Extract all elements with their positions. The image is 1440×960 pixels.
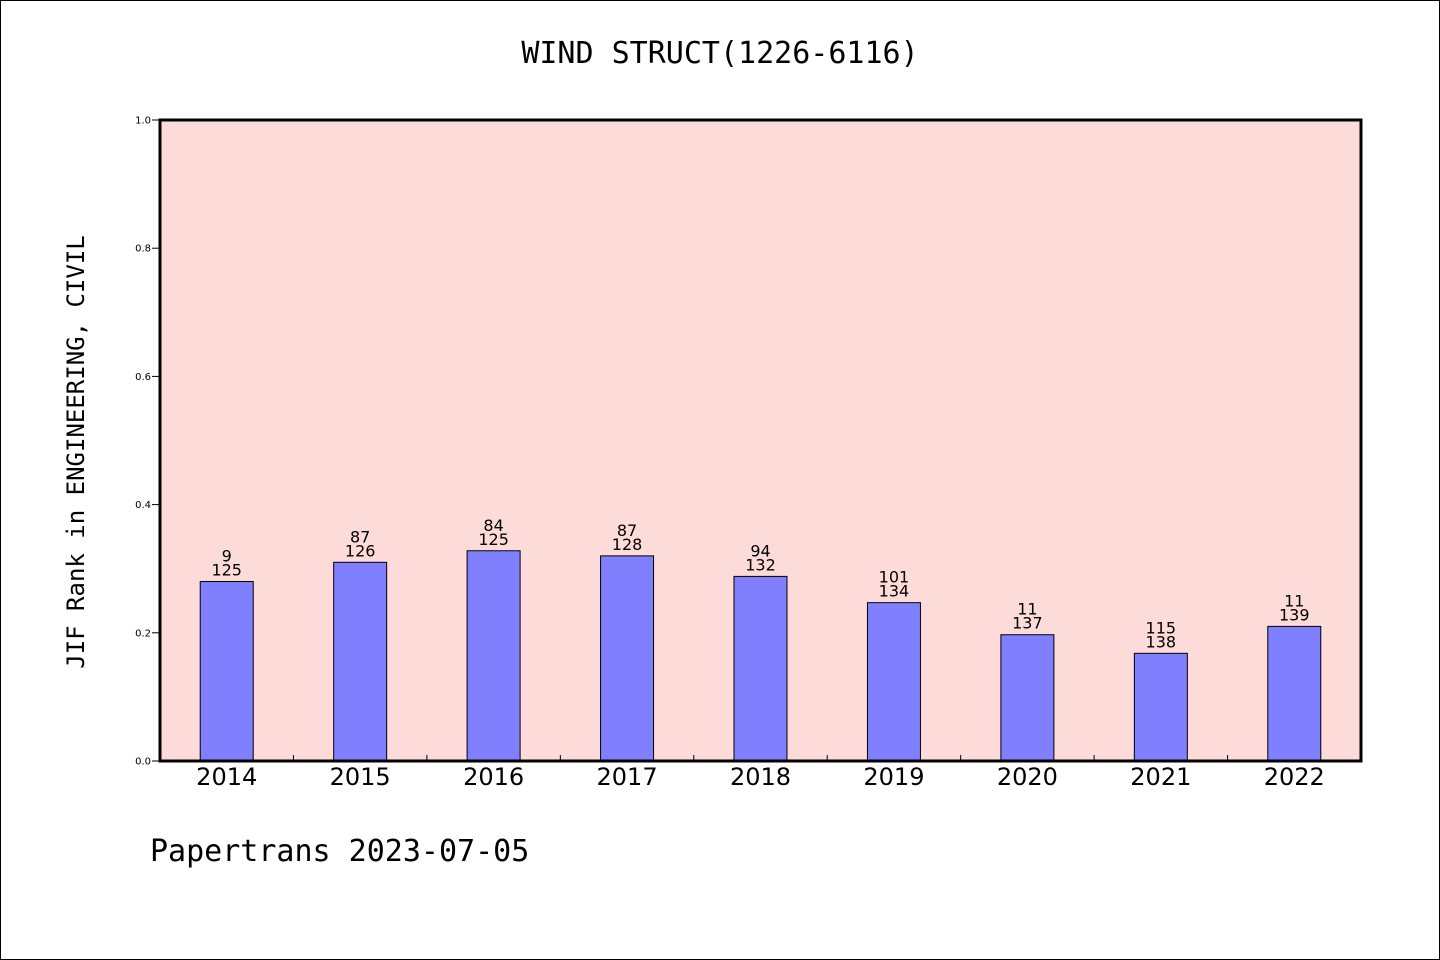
bar: [1133, 652, 1188, 762]
chart-title: WIND STRUCT(1226-6116): [521, 36, 919, 71]
bar: [333, 561, 388, 762]
bar-total-label: 128: [612, 535, 643, 554]
bar-total-label: 138: [1146, 632, 1177, 651]
bar-rank-label: 9: [222, 547, 232, 566]
x-tick-label: 2018: [730, 763, 791, 791]
y-tick-label: 0.6: [135, 372, 151, 383]
bar: [466, 550, 521, 762]
bar-rank-label: 11: [1017, 600, 1037, 619]
x-tick-label: 2022: [1264, 763, 1325, 791]
y-tick-label: 0.8: [135, 244, 151, 255]
bar: [733, 575, 788, 762]
bar-rank-label: 115: [1146, 618, 1177, 637]
x-tick-label: 2021: [1130, 763, 1191, 791]
bar-rank-label: 101: [879, 568, 910, 587]
bar-rank-label: 84: [483, 516, 503, 535]
x-tick-label: 2020: [997, 763, 1058, 791]
bar: [866, 602, 921, 762]
x-tick-label: 2017: [597, 763, 658, 791]
y-tick-label: 0.2: [135, 628, 151, 639]
bar-total-label: 139: [1279, 605, 1310, 624]
x-tick-label: 2015: [330, 763, 391, 791]
bar: [1267, 625, 1322, 762]
x-tick-label: 2014: [196, 763, 257, 791]
bar: [199, 581, 254, 762]
bar-rank-label: 11: [1284, 591, 1304, 610]
bar-rank-label: 94: [750, 541, 770, 560]
bar-total-label: 125: [478, 530, 509, 549]
bar-total-label: 134: [879, 582, 910, 601]
y-tick-label: 0.4: [135, 500, 151, 511]
x-tick-label: 2019: [863, 763, 924, 791]
y-tick-label: 1.0: [135, 116, 151, 127]
footer-credit: Papertrans 2023-07-05: [150, 834, 530, 869]
bar: [600, 555, 655, 762]
x-tick-label: 2016: [463, 763, 524, 791]
y-tick-label: 0.0: [135, 757, 151, 768]
bar-rank-label: 87: [617, 521, 637, 540]
plot-border: [158, 118, 1363, 763]
bar-total-label: 137: [1012, 614, 1043, 633]
bar-total-label: 125: [211, 561, 242, 580]
bar-rank-label: 87: [350, 527, 370, 546]
bar-total-label: 126: [345, 541, 376, 560]
bar-total-label: 132: [745, 555, 776, 574]
bar: [1000, 634, 1055, 762]
